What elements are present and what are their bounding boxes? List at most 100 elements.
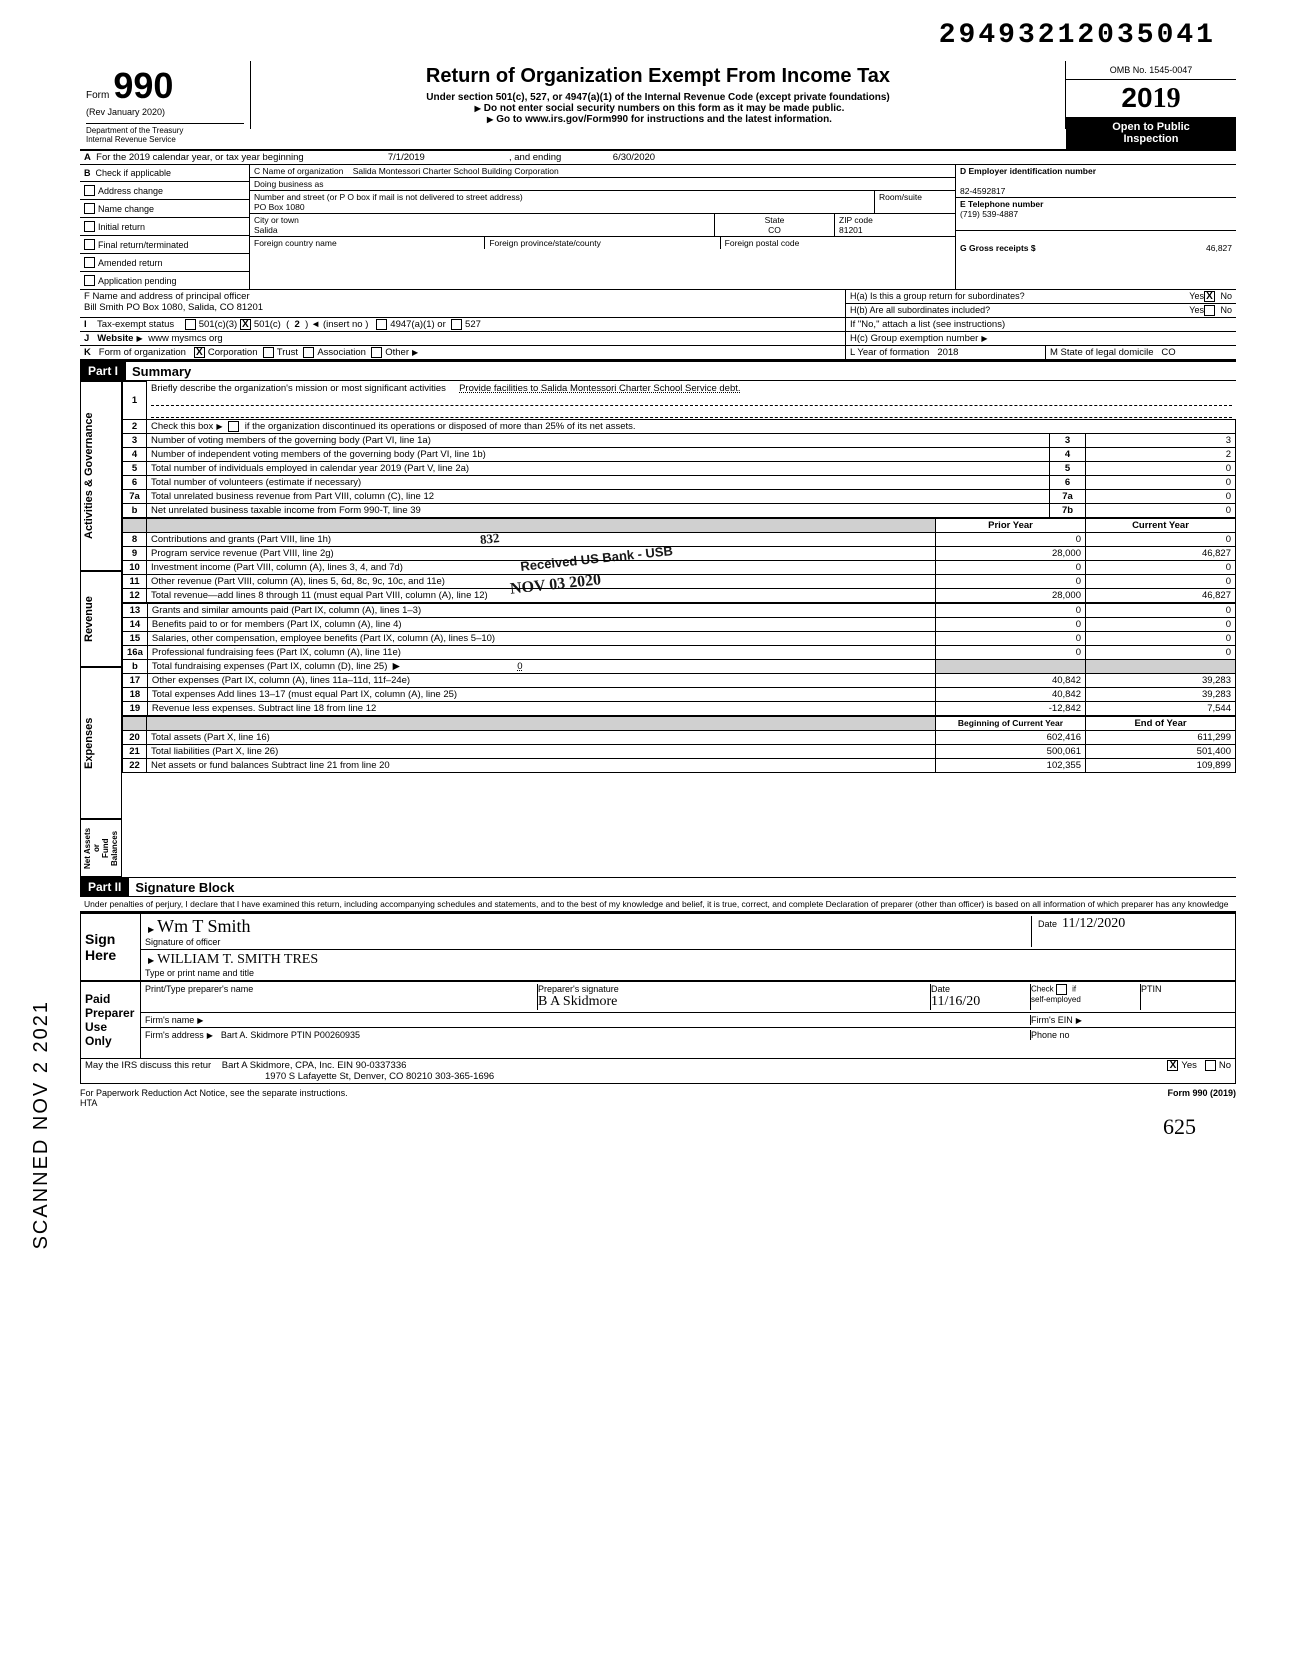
exp-row: 19Revenue less expenses. Subtract line 1… bbox=[123, 701, 1236, 715]
na-row: 21Total liabilities (Part X, line 26)500… bbox=[123, 744, 1236, 758]
501c3-checkbox[interactable] bbox=[185, 319, 196, 330]
exp-row: 16aProfessional fundraising fees (Part I… bbox=[123, 645, 1236, 659]
gross-receipts: 46,827 bbox=[1206, 243, 1232, 253]
preparer-info1: Bart A. Skidmore PTIN P00260935 bbox=[221, 1030, 360, 1040]
zip: 81201 bbox=[839, 225, 951, 235]
row-f-h: F Name and address of principal officer … bbox=[80, 290, 1236, 318]
stamp-num: 832 bbox=[479, 530, 500, 548]
vtab-revenue: Revenue bbox=[80, 571, 122, 667]
vtab-governance: Activities & Governance bbox=[80, 381, 122, 571]
initial-return-checkbox[interactable] bbox=[84, 221, 95, 232]
dept-treasury: Department of the Treasury Internal Reve… bbox=[86, 123, 244, 144]
form-revision: (Rev January 2020) bbox=[86, 107, 244, 117]
gov-row: 5Total number of individuals employed in… bbox=[123, 461, 1236, 475]
page-scribble: 625 bbox=[80, 1114, 1196, 1140]
form-subtitle: Under section 501(c), 527, or 4947(a)(1)… bbox=[259, 92, 1057, 103]
ein: 82-4592817 bbox=[960, 186, 1005, 196]
discuss-row: May the IRS discuss this retur Bart A Sk… bbox=[80, 1059, 1236, 1084]
officer-signature: Wm T Smith bbox=[157, 916, 250, 936]
col-b-checkboxes: B Check if applicable Address change Nam… bbox=[80, 165, 250, 289]
street: PO Box 1080 bbox=[254, 202, 870, 212]
rev-row: 10Investment income (Part VIII, column (… bbox=[123, 560, 1236, 574]
exp-row: 17Other expenses (Part IX, column (A), l… bbox=[123, 673, 1236, 687]
vtab-netassets: Net Assets or Fund Balances bbox=[80, 819, 122, 877]
addr-change-checkbox[interactable] bbox=[84, 185, 95, 196]
state: CO bbox=[719, 225, 830, 235]
col-d: D Employer identification number82-45928… bbox=[956, 165, 1236, 289]
4947-checkbox[interactable] bbox=[376, 319, 387, 330]
form-title: Return of Organization Exempt From Incom… bbox=[259, 65, 1057, 88]
phone: (719) 539-4887 bbox=[960, 209, 1018, 219]
trust-checkbox[interactable] bbox=[263, 347, 274, 358]
row-i: I Tax-exempt status 501(c)(3) X501(c) ( … bbox=[80, 318, 1236, 332]
preparer-info3: 1970 S Lafayette St, Denver, CO 80210 30… bbox=[265, 1071, 494, 1082]
discontinued-checkbox[interactable] bbox=[228, 421, 239, 432]
footer: For Paperwork Reduction Act Notice, see … bbox=[80, 1088, 1236, 1108]
gov-row: 3Number of voting members of the governi… bbox=[123, 433, 1236, 447]
exp-row: bTotal fundraising expenses (Part IX, co… bbox=[123, 659, 1236, 673]
netassets-table: Beginning of Current Year End of Year 20… bbox=[122, 716, 1236, 773]
self-employed-checkbox[interactable] bbox=[1056, 984, 1067, 995]
rev-row: 8Contributions and grants (Part VIII, li… bbox=[123, 532, 1236, 546]
preparer-signature: B A Skidmore bbox=[538, 994, 617, 1009]
perjury-text: Under penalties of perjury, I declare th… bbox=[80, 897, 1236, 912]
form-warning: Do not enter social security numbers on … bbox=[484, 103, 845, 114]
revenue-table: Prior Year Current Year 8Contributions a… bbox=[122, 518, 1236, 603]
form-header: Form 990 (Rev January 2020) Department o… bbox=[80, 61, 1236, 151]
row-k: K Form of organization XCorporation Trus… bbox=[80, 346, 1236, 361]
discuss-no-checkbox[interactable] bbox=[1205, 1060, 1216, 1071]
app-pending-checkbox[interactable] bbox=[84, 275, 95, 286]
exp-row: 14Benefits paid to or for members (Part … bbox=[123, 617, 1236, 631]
part1-header: Part I Summary bbox=[80, 361, 1236, 381]
part1-body: Received US Bank - USB NOV 03 2020 832 A… bbox=[80, 381, 1236, 877]
vtab-expenses: Expenses bbox=[80, 667, 122, 819]
expenses-table: 13Grants and similar amounts paid (Part … bbox=[122, 603, 1236, 716]
527-checkbox[interactable] bbox=[451, 319, 462, 330]
mission: Provide facilities to Salida Montessori … bbox=[459, 383, 740, 394]
rev-row: 9Program service revenue (Part VIII, lin… bbox=[123, 546, 1236, 560]
exp-row: 18Total expenses Add lines 13–17 (must e… bbox=[123, 687, 1236, 701]
gov-row: bNet unrelated business taxable income f… bbox=[123, 503, 1236, 517]
row-j: J Website www mysmcs org H(c) Group exem… bbox=[80, 332, 1236, 346]
exp-row: 13Grants and similar amounts paid (Part … bbox=[123, 603, 1236, 617]
corp-checkbox[interactable]: X bbox=[194, 347, 205, 358]
city: Salida bbox=[254, 225, 710, 235]
final-return-checkbox[interactable] bbox=[84, 239, 95, 250]
entity-block: B Check if applicable Address change Nam… bbox=[80, 165, 1236, 290]
col-c-org: C Name of organization Salida Montessori… bbox=[250, 165, 956, 289]
rev-row: 12Total revenue—add lines 8 through 11 (… bbox=[123, 588, 1236, 602]
org-name: Salida Montessori Charter School Buildin… bbox=[353, 166, 559, 176]
document-id: 29493212035041 bbox=[80, 20, 1216, 51]
paid-preparer-block: Paid Preparer Use Only Print/Type prepar… bbox=[80, 981, 1236, 1059]
name-change-checkbox[interactable] bbox=[84, 203, 95, 214]
form-number: 990 bbox=[113, 65, 173, 107]
preparer-date: 11/16/20 bbox=[931, 994, 980, 1009]
assoc-checkbox[interactable] bbox=[303, 347, 314, 358]
ha-yes-checkbox[interactable]: X bbox=[1204, 291, 1215, 302]
form-goto: Go to www.irs.gov/Form990 for instructio… bbox=[496, 114, 832, 125]
hb-yes-checkbox[interactable] bbox=[1204, 305, 1215, 316]
na-row: 20Total assets (Part X, line 16)602,4166… bbox=[123, 730, 1236, 744]
form-word: Form bbox=[86, 90, 109, 101]
gov-row: 6Total number of volunteers (estimate if… bbox=[123, 475, 1236, 489]
year-formation: 2018 bbox=[937, 347, 958, 358]
part2-header: Part II Signature Block bbox=[80, 877, 1236, 897]
website: www mysmcs org bbox=[148, 333, 222, 344]
discuss-yes-checkbox[interactable]: X bbox=[1167, 1060, 1178, 1071]
exp-row: 15Salaries, other compensation, employee… bbox=[123, 631, 1236, 645]
sign-here-block: Sign Here Wm T SmithSignature of officer… bbox=[80, 912, 1236, 981]
open-public: Open to PublicInspection bbox=[1066, 117, 1236, 149]
tax-year-end: 6/30/2020 bbox=[564, 152, 704, 163]
governance-table: 1 Briefly describe the organization's mi… bbox=[122, 381, 1236, 518]
rev-row: 11Other revenue (Part VIII, column (A), … bbox=[123, 574, 1236, 588]
scanned-stamp: SCANNED NOV 2 2021 bbox=[30, 1000, 53, 1249]
state-domicile: CO bbox=[1161, 347, 1175, 358]
gov-row: 7aTotal unrelated business revenue from … bbox=[123, 489, 1236, 503]
preparer-info2: Bart A Skidmore, CPA, Inc. EIN 90-033733… bbox=[222, 1060, 407, 1071]
other-checkbox[interactable] bbox=[371, 347, 382, 358]
amended-checkbox[interactable] bbox=[84, 257, 95, 268]
na-row: 22Net assets or fund balances Subtract l… bbox=[123, 758, 1236, 772]
501c-checkbox[interactable]: X bbox=[240, 319, 251, 330]
omb-number: OMB No. 1545-0047 bbox=[1066, 61, 1236, 80]
tax-year: 2019 bbox=[1066, 80, 1236, 117]
